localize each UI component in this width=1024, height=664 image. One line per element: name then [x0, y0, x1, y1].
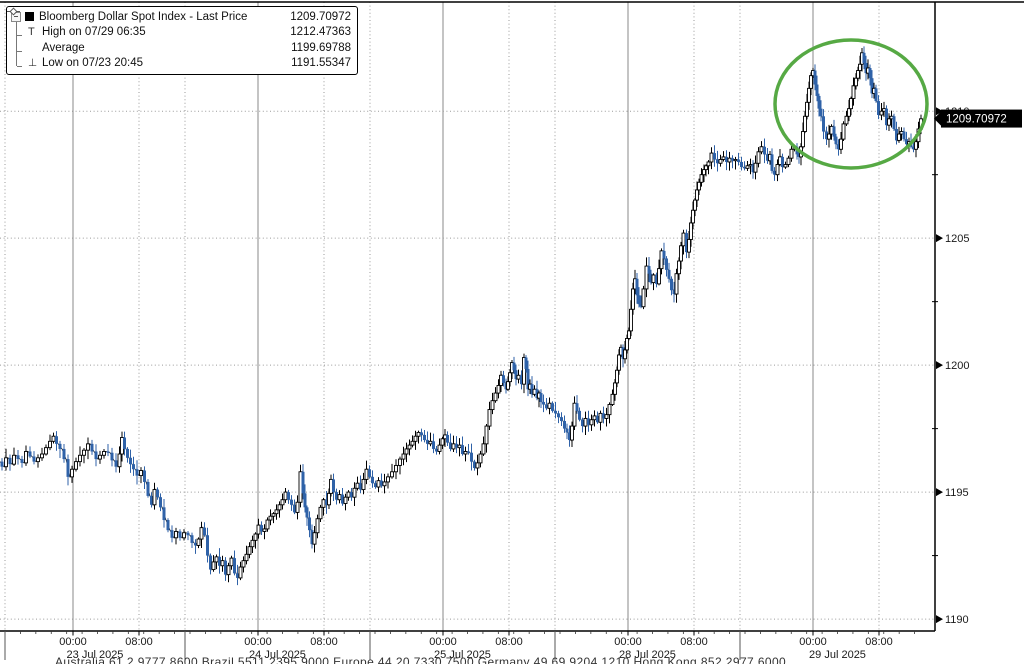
legend-tree-branch [17, 50, 22, 52]
svg-text:25 Jul 2025: 25 Jul 2025 [434, 649, 491, 661]
svg-text:1209.70972: 1209.70972 [946, 114, 1007, 126]
legend-tree-line [16, 20, 17, 66]
svg-text:00:00: 00:00 [244, 636, 272, 648]
high-marker-icon: T [28, 25, 35, 38]
svg-text:00:00: 00:00 [614, 636, 642, 648]
legend-tree-branch [17, 35, 22, 36]
y-axis: 11901195120012051210 [932, 106, 969, 626]
legend-label: Bloomberg Dollar Spot Index - Last Price [39, 10, 248, 23]
legend-label: Low on 07/23 20:45 [42, 57, 144, 70]
last-price-axis-label: 1209.70972 [934, 109, 1022, 128]
series-marker-icon [25, 12, 34, 22]
svg-text:00:00: 00:00 [799, 636, 827, 648]
legend-value: 1209.70972 [290, 10, 351, 23]
annotation-circle [773, 38, 929, 170]
legend-value: 1191.55347 [291, 57, 351, 70]
legend-value: 1212.47363 [290, 26, 351, 39]
legend-tree-branch [17, 66, 22, 67]
legend-label: High on 07/29 06:35 [42, 26, 146, 39]
svg-text:24 Jul 2025: 24 Jul 2025 [249, 649, 306, 661]
chart-frame [0, 1, 1024, 632]
price-candles [0, 46, 923, 586]
svg-text:08:00: 08:00 [680, 636, 708, 648]
svg-text:08:00: 08:00 [125, 636, 153, 648]
svg-text:08:00: 08:00 [495, 636, 523, 648]
svg-text:1205: 1205 [945, 233, 969, 245]
svg-text:28 Jul 2025: 28 Jul 2025 [619, 649, 676, 661]
low-marker-icon: ⊥ [28, 57, 38, 70]
svg-text:29 Jul 2025: 29 Jul 2025 [809, 649, 866, 661]
svg-text:08:00: 08:00 [310, 636, 338, 648]
svg-text:23 Jul 2025: 23 Jul 2025 [67, 649, 124, 661]
svg-text:00:00: 00:00 [429, 636, 457, 648]
svg-text:1195: 1195 [945, 487, 969, 499]
legend-row-average: Average 1199.69788 [7, 7, 351, 56]
svg-text:1200: 1200 [945, 360, 969, 372]
legend-value: 1199.69788 [291, 41, 351, 54]
svg-text:1190: 1190 [945, 614, 969, 626]
legend-row-low: ⊥ Low on 07/23 20:45 1191.55347 [11, 56, 351, 72]
footer-contact-text: Australia 61 2 9777 8600 Brazil 5511 239… [55, 655, 787, 664]
legend-row-last-price: Bloomberg Dollar Spot Index - Last Price… [11, 9, 351, 25]
legend-box: Bloomberg Dollar Spot Index - Last Price… [6, 6, 358, 75]
legend-row-high: T High on 07/29 06:35 1212.47363 [11, 25, 351, 41]
gridlines [0, 2, 935, 631]
legend-label: Average [42, 41, 85, 54]
svg-text:08:00: 08:00 [865, 636, 893, 648]
svg-text:00:00: 00:00 [59, 636, 87, 648]
